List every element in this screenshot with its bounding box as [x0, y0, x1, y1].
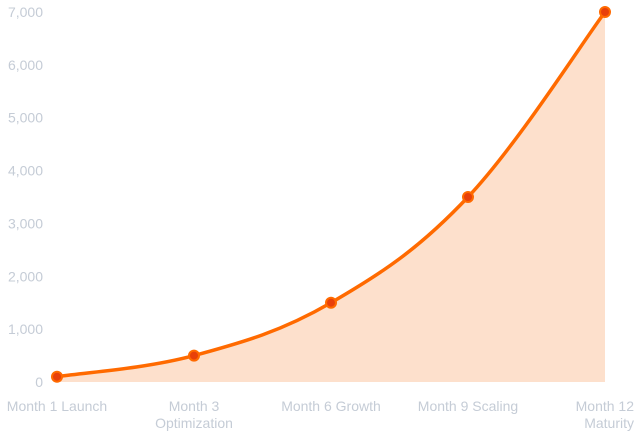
y-tick-label: 1,000	[8, 321, 43, 337]
y-tick-label: 0	[35, 374, 43, 390]
y-tick-label: 6,000	[8, 57, 43, 73]
y-tick-label: 2,000	[8, 268, 43, 284]
y-tick-label: 4,000	[8, 163, 43, 179]
x-tick-label: Month 9 Scaling	[418, 398, 518, 414]
y-axis: 0 1,000 2,000 3,000 4,000 5,000 6,000 7,000	[8, 4, 43, 390]
x-tick-label: Month 6 Growth	[281, 398, 381, 414]
series-line	[55, 10, 607, 379]
plot-area	[51, 6, 611, 383]
data-point[interactable]	[599, 6, 611, 18]
y-tick-label: 7,000	[8, 4, 43, 20]
data-point[interactable]	[51, 370, 63, 383]
x-tick-label: Month 3 Optimization	[155, 398, 233, 431]
area-fill	[57, 12, 605, 382]
data-point[interactable]	[325, 296, 337, 309]
data-point[interactable]	[188, 349, 200, 362]
x-axis: Month 1 Launch Month 3 Optimization Month 6…	[7, 398, 634, 431]
y-tick-label: 5,000	[8, 110, 43, 126]
y-tick-label: 3,000	[8, 215, 43, 231]
data-point[interactable]	[462, 191, 474, 203]
x-tick-label: Month 1 Launch	[7, 398, 107, 414]
x-tick-label: Month 12 Maturity	[576, 398, 635, 431]
